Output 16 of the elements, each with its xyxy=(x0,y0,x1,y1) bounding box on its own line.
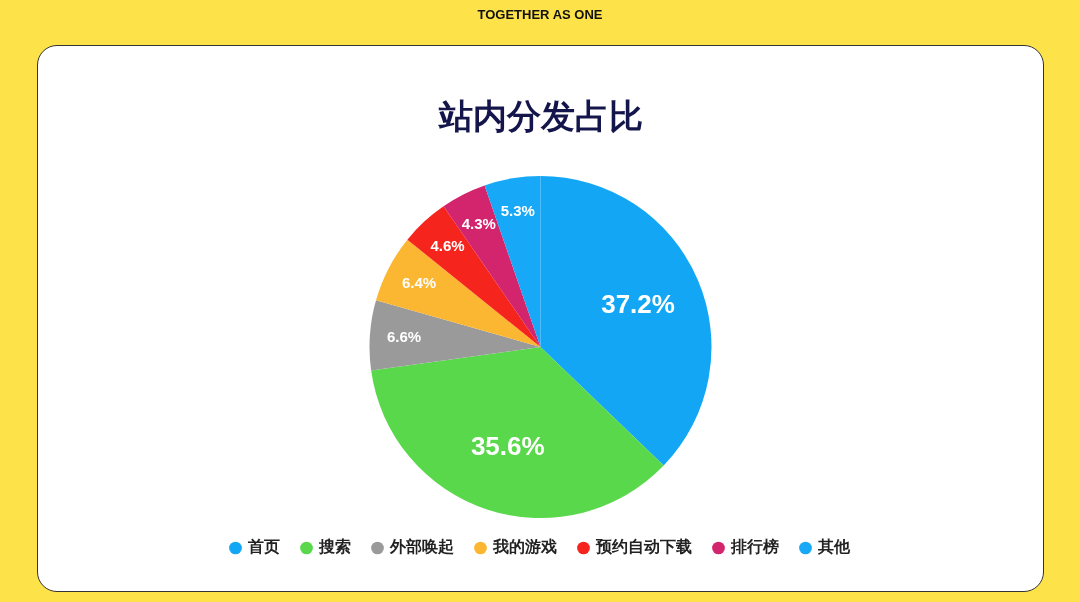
legend-label: 我的游戏 xyxy=(492,537,557,557)
legend-label: 首页 xyxy=(247,537,280,557)
text: TOGETHER AS ONE xyxy=(476,7,604,22)
chart-title: 站内分发占比 xyxy=(437,95,644,138)
legend-label: 排行榜 xyxy=(730,537,779,557)
legend-label: 预约自动下载 xyxy=(595,537,692,557)
data-label: 6.4% xyxy=(401,274,437,292)
data-label: 4.6% xyxy=(430,236,465,254)
data-label: 35.6% xyxy=(470,431,545,461)
data-label: 6.6% xyxy=(386,327,422,345)
legend-label: 其他 xyxy=(817,537,851,557)
data-label: 4.3% xyxy=(461,215,496,233)
legend-label: 外部唤起 xyxy=(389,537,454,557)
data-label: 5.3% xyxy=(500,202,535,220)
legend-label: 搜索 xyxy=(318,537,351,557)
data-label: 37.2% xyxy=(601,288,675,319)
